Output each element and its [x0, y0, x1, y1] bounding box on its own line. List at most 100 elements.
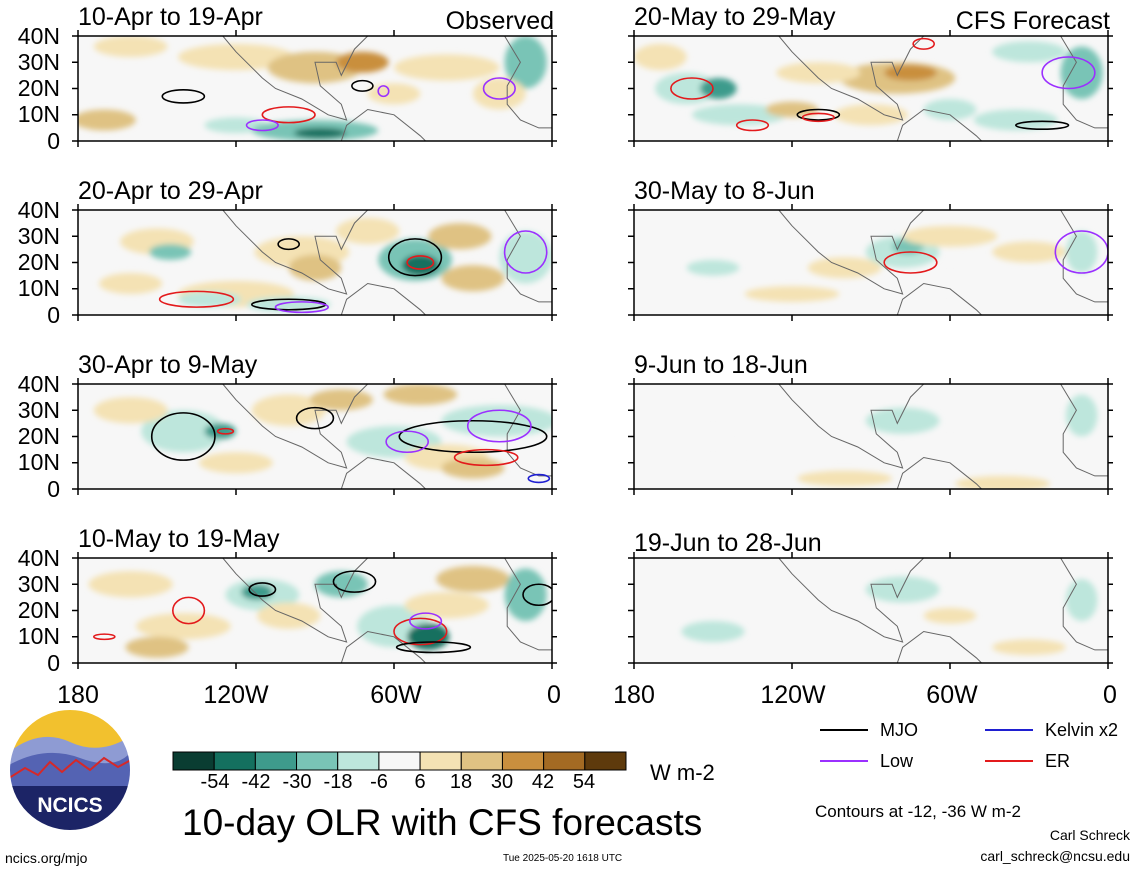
colorbar-segment	[419, 751, 462, 771]
olr-anomaly	[923, 607, 977, 624]
logo-ring	[8, 708, 132, 832]
olr-anomaly	[765, 101, 819, 118]
wave-contour	[482, 77, 516, 100]
lat-tick: 40N	[17, 23, 60, 49]
olr-anomaly	[802, 644, 887, 661]
lat-tick: 0	[47, 302, 60, 328]
olr-anomaly	[135, 613, 231, 640]
olr-anomaly	[473, 78, 526, 110]
colorbar-segment	[254, 751, 298, 771]
coastline	[778, 384, 925, 469]
wave-contour	[172, 596, 206, 625]
main-title: 10-day OLR with CFS forecasts	[182, 802, 703, 843]
olr-anomaly	[1060, 46, 1103, 99]
lat-tick: 40N	[17, 197, 60, 223]
olr-anomaly	[178, 43, 294, 71]
wave-contour	[527, 473, 551, 484]
timestamp: Tue 2025-05-20 1618 UTC	[503, 853, 623, 864]
wave-contour	[248, 582, 277, 597]
wave-contour	[466, 409, 532, 443]
wave-contour	[385, 430, 430, 454]
olr-anomaly	[88, 571, 173, 598]
logo-text: NCICS	[37, 794, 102, 817]
lat-tick: 0	[47, 128, 60, 154]
wave-contour	[503, 230, 548, 274]
wave-contour	[387, 238, 443, 277]
coastline	[1060, 558, 1108, 651]
olr-anomaly	[776, 62, 861, 84]
panel-title-6: 30-May to 8-Jun	[634, 177, 815, 205]
olr-anomaly	[251, 394, 326, 426]
lat-tick: 20N	[17, 423, 60, 449]
panel-title-4: 10-May to 19-May	[78, 525, 280, 553]
olr-anomaly	[686, 259, 740, 276]
olr-anomaly	[865, 407, 940, 434]
olr-anomaly	[992, 241, 1066, 263]
lat-tick: 10N	[17, 275, 60, 301]
lon-tick: 60W	[926, 681, 978, 709]
lat-tick: 10N	[17, 101, 60, 127]
coastline	[340, 282, 426, 315]
olr-anomaly	[884, 64, 937, 81]
wave-contour	[332, 570, 377, 593]
olr-anomaly	[241, 584, 273, 600]
wave-contour	[93, 633, 116, 641]
olr-anomaly	[441, 457, 505, 479]
lon-tick: 0	[1103, 681, 1117, 709]
wave-contour	[161, 89, 206, 104]
coastline	[222, 384, 369, 469]
panel-title-5: 20-May to 29-May	[634, 3, 836, 31]
olr-anomaly	[918, 275, 982, 292]
olr-anomaly	[902, 225, 998, 247]
legend-label-mjo: MJO	[880, 720, 918, 740]
map-panel	[72, 378, 557, 495]
lat-tick: 30N	[17, 571, 60, 597]
coastline	[778, 558, 925, 643]
wave-contour	[522, 583, 552, 607]
wave-contour	[277, 238, 300, 251]
wave-contour	[150, 412, 216, 461]
coastline	[222, 36, 369, 121]
olr-anomaly	[336, 51, 389, 73]
coastline	[222, 558, 369, 643]
wave-contour	[158, 290, 235, 308]
olr-anomaly	[401, 254, 439, 276]
coastline	[340, 108, 426, 141]
coastline	[340, 456, 426, 489]
olr-anomaly	[918, 439, 982, 455]
olr-anomaly	[744, 286, 840, 302]
colorbar-tick: -30	[282, 771, 312, 793]
colorbar-segment	[501, 751, 545, 771]
olr-anomaly	[315, 571, 368, 598]
wave-contour	[245, 119, 279, 132]
colorbar-tick: 6	[414, 771, 426, 793]
map-panel	[72, 204, 557, 321]
site-link[interactable]: ncics.org/mjo	[5, 850, 88, 866]
olr-anomaly	[149, 244, 192, 260]
wave-contour	[274, 301, 329, 314]
wave-contour	[409, 612, 443, 630]
olr-anomaly	[955, 475, 1051, 489]
panel-title-2: 20-Apr to 29-Apr	[78, 177, 263, 205]
coastline	[896, 108, 982, 141]
olr-anomaly	[428, 223, 492, 250]
map-panel	[72, 552, 557, 669]
olr-anomaly	[691, 104, 787, 126]
colorbar-segment	[584, 751, 627, 771]
author-email[interactable]: carl_schreck@ncsu.edu	[980, 848, 1130, 864]
colorbar-tick: -6	[370, 771, 388, 793]
colorbar-segment	[378, 751, 421, 771]
olr-anomaly	[436, 565, 510, 593]
cfs-forecast-label: CFS Forecast	[955, 7, 1110, 35]
colorbar-segment	[172, 751, 215, 771]
colorbar-segment	[296, 751, 339, 771]
map-panel	[628, 30, 1113, 147]
wave-contour	[398, 419, 548, 454]
olr-anomaly	[293, 127, 347, 139]
lat-tick: 20N	[17, 249, 60, 275]
lat-tick: 20N	[17, 75, 60, 101]
olr-anomaly	[797, 470, 893, 487]
olr-anomaly	[686, 428, 740, 445]
colorbar-tick: -42	[241, 771, 271, 793]
coastline	[222, 210, 369, 295]
